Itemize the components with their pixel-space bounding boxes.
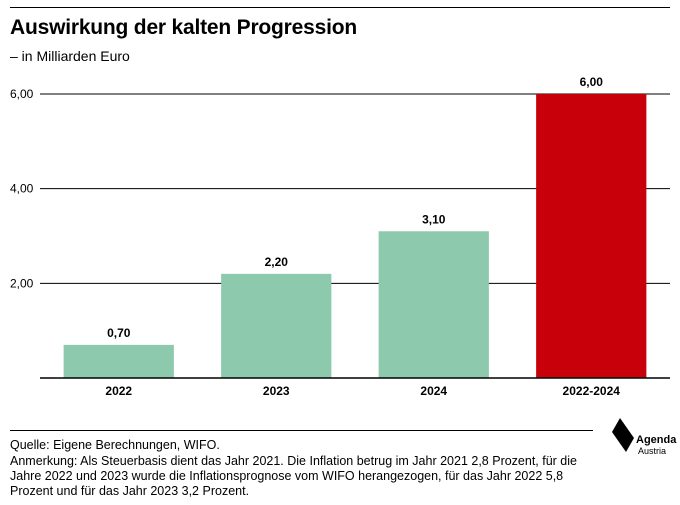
source-text: Quelle: Eigene Berechnungen, WIFO. — [10, 438, 220, 452]
value-label: 2,20 — [265, 255, 289, 269]
chart-subtitle: – in Milliarden Euro — [10, 48, 130, 64]
bar-2022-2024 — [536, 94, 647, 378]
y-tick-label: 6,00 — [10, 87, 34, 101]
footer-rule — [10, 430, 593, 431]
bar-chart: 2,004,006,00 0,702,203,106,00 2022 2023 20… — [10, 75, 670, 398]
bar-2024 — [378, 231, 489, 378]
y-tick-label: 4,00 — [10, 182, 34, 196]
value-label: 0,70 — [107, 326, 131, 340]
y-tick-label: 2,00 — [10, 276, 34, 290]
x-tick-labels: 2022 2023 2024 2022-2024 — [105, 384, 620, 398]
y-tick-labels: 2,00 4,00 6,00 — [10, 87, 34, 290]
x-tick-label: 2022-2024 — [563, 384, 621, 398]
value-labels: 0,70 2,20 3,10 6,00 — [107, 75, 603, 340]
value-label: 6,00 — [580, 75, 604, 89]
logo-mark-icon — [612, 418, 634, 452]
top-rule — [10, 7, 670, 8]
value-label: 3,10 — [422, 212, 446, 226]
agenda-austria-logo: Agenda Austria — [612, 418, 676, 458]
note-text: Anmerkung: Als Steuerbasis dient das Jah… — [10, 454, 577, 498]
bar-2023 — [221, 273, 332, 378]
x-tick-label: 2024 — [420, 384, 447, 398]
bar-2022 — [63, 344, 174, 378]
logo-word-agenda: Agenda — [636, 434, 677, 446]
x-tick-label: 2022 — [105, 384, 132, 398]
bars — [63, 94, 647, 378]
chart-title: Auswirkung der kalten Progression — [10, 16, 357, 39]
logo-word-austria: Austria — [638, 446, 667, 456]
x-tick-label: 2023 — [263, 384, 290, 398]
